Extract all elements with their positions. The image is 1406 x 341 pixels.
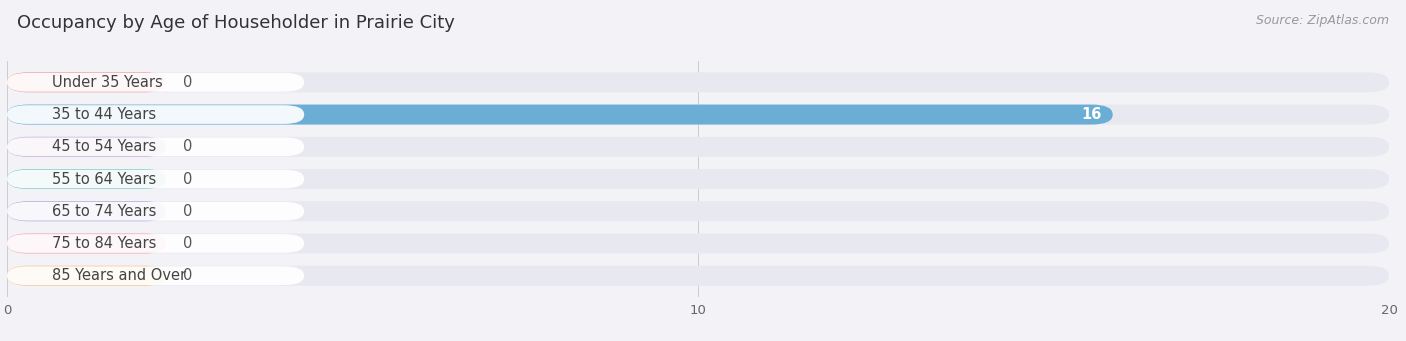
Text: 35 to 44 Years: 35 to 44 Years <box>52 107 156 122</box>
FancyBboxPatch shape <box>7 137 166 157</box>
Text: 0: 0 <box>183 236 193 251</box>
FancyBboxPatch shape <box>7 266 166 286</box>
FancyBboxPatch shape <box>7 201 1389 221</box>
FancyBboxPatch shape <box>7 234 1389 253</box>
FancyBboxPatch shape <box>7 169 166 189</box>
FancyBboxPatch shape <box>7 234 166 253</box>
FancyBboxPatch shape <box>7 170 304 188</box>
Text: 0: 0 <box>183 75 193 90</box>
Text: 0: 0 <box>183 268 193 283</box>
Text: 55 to 64 Years: 55 to 64 Years <box>52 172 156 187</box>
Text: 0: 0 <box>183 172 193 187</box>
FancyBboxPatch shape <box>7 169 1389 189</box>
FancyBboxPatch shape <box>7 266 304 285</box>
Text: 85 Years and Over: 85 Years and Over <box>52 268 186 283</box>
FancyBboxPatch shape <box>7 72 1389 92</box>
Text: Under 35 Years: Under 35 Years <box>52 75 162 90</box>
FancyBboxPatch shape <box>7 202 304 221</box>
FancyBboxPatch shape <box>7 105 1112 124</box>
Text: 0: 0 <box>183 139 193 154</box>
Text: 65 to 74 Years: 65 to 74 Years <box>52 204 156 219</box>
Text: Occupancy by Age of Householder in Prairie City: Occupancy by Age of Householder in Prair… <box>17 14 454 32</box>
FancyBboxPatch shape <box>7 105 1389 124</box>
FancyBboxPatch shape <box>7 137 1389 157</box>
FancyBboxPatch shape <box>7 201 166 221</box>
FancyBboxPatch shape <box>7 73 304 92</box>
Text: Source: ZipAtlas.com: Source: ZipAtlas.com <box>1256 14 1389 27</box>
FancyBboxPatch shape <box>7 234 304 253</box>
FancyBboxPatch shape <box>7 266 1389 286</box>
FancyBboxPatch shape <box>7 72 166 92</box>
Text: 75 to 84 Years: 75 to 84 Years <box>52 236 156 251</box>
FancyBboxPatch shape <box>7 137 304 156</box>
Text: 0: 0 <box>183 204 193 219</box>
Text: 16: 16 <box>1081 107 1102 122</box>
FancyBboxPatch shape <box>7 105 304 124</box>
Text: 45 to 54 Years: 45 to 54 Years <box>52 139 156 154</box>
